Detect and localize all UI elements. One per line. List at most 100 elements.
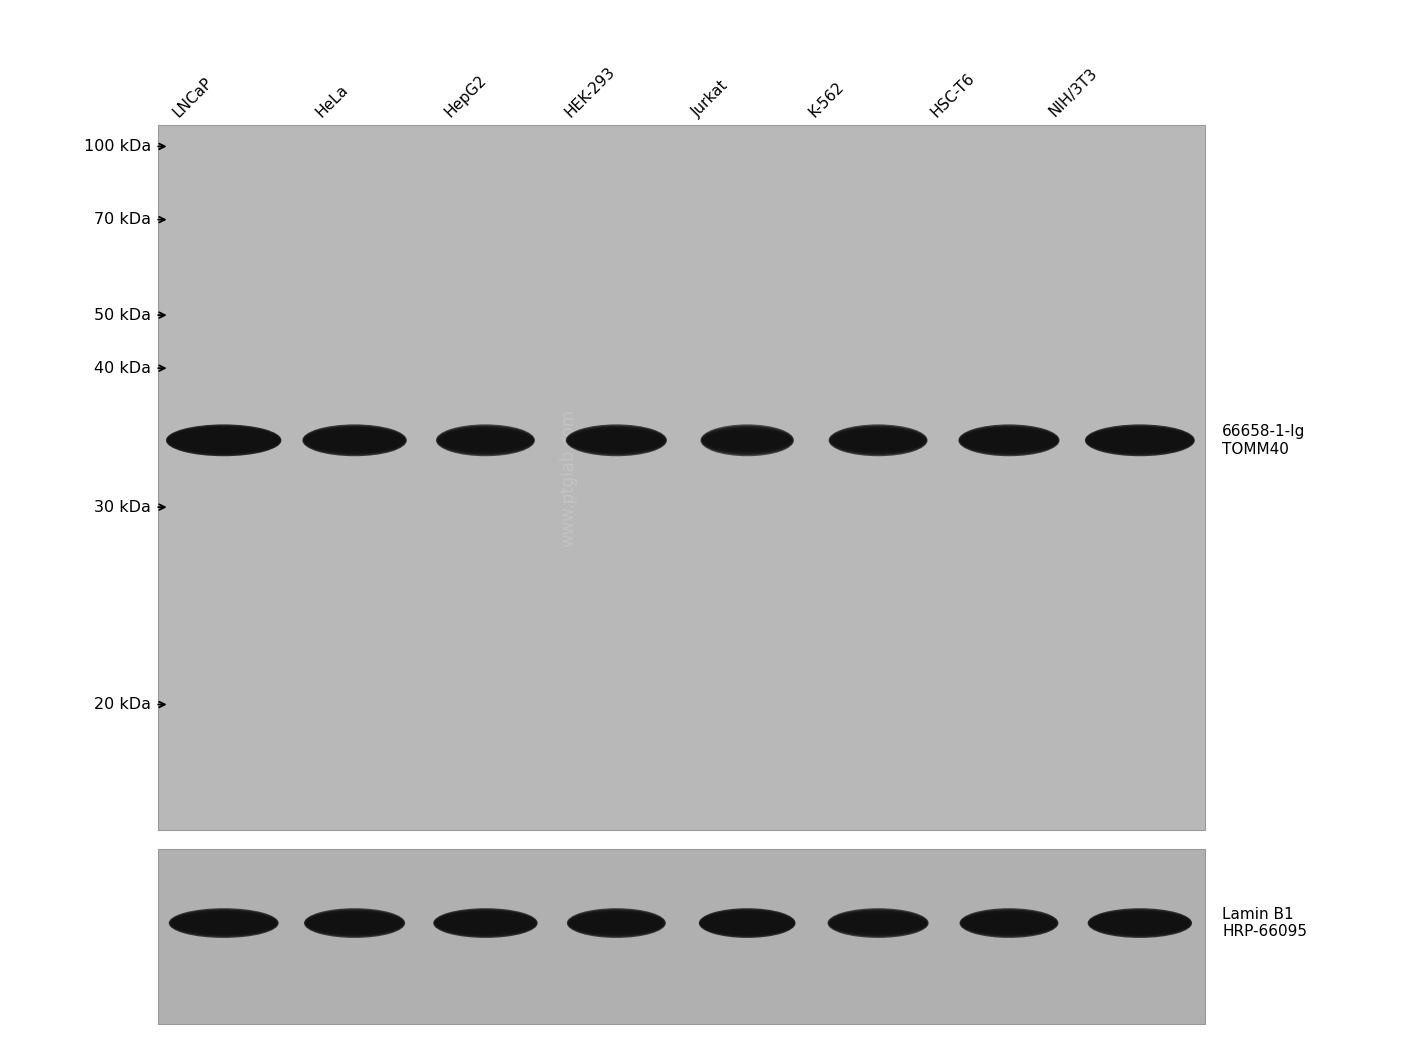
Ellipse shape — [704, 918, 791, 928]
Ellipse shape — [307, 914, 403, 933]
Ellipse shape — [701, 425, 793, 455]
Ellipse shape — [568, 910, 664, 936]
Ellipse shape — [701, 914, 793, 933]
Ellipse shape — [441, 435, 530, 446]
Ellipse shape — [171, 914, 276, 933]
Ellipse shape — [962, 434, 1056, 447]
Ellipse shape — [170, 909, 278, 937]
Ellipse shape — [305, 909, 404, 937]
Ellipse shape — [829, 914, 926, 933]
Ellipse shape — [965, 439, 1053, 441]
Ellipse shape — [171, 433, 277, 449]
Ellipse shape — [302, 424, 407, 456]
Text: NIH/3T3: NIH/3T3 — [1046, 66, 1101, 120]
Ellipse shape — [437, 424, 536, 456]
Ellipse shape — [437, 916, 534, 930]
Ellipse shape — [964, 435, 1054, 446]
Ellipse shape — [439, 431, 531, 450]
Ellipse shape — [961, 430, 1057, 451]
Ellipse shape — [309, 918, 400, 928]
Ellipse shape — [706, 439, 787, 441]
Text: 100 kDa: 100 kDa — [83, 139, 151, 154]
Ellipse shape — [702, 916, 791, 930]
Ellipse shape — [309, 919, 400, 927]
Ellipse shape — [965, 921, 1053, 925]
Text: 40 kDa: 40 kDa — [95, 361, 151, 376]
Ellipse shape — [572, 438, 661, 443]
Ellipse shape — [568, 909, 666, 937]
Ellipse shape — [568, 911, 664, 935]
Text: 20 kDa: 20 kDa — [95, 697, 151, 712]
Ellipse shape — [829, 425, 927, 455]
Ellipse shape — [569, 915, 663, 932]
Text: HepG2: HepG2 — [441, 72, 489, 120]
Ellipse shape — [961, 911, 1057, 935]
Ellipse shape — [441, 922, 530, 924]
Ellipse shape — [305, 910, 404, 936]
Ellipse shape — [572, 919, 660, 927]
Ellipse shape — [302, 425, 406, 455]
Ellipse shape — [171, 911, 277, 935]
Ellipse shape — [170, 431, 278, 450]
Ellipse shape — [962, 433, 1056, 449]
Ellipse shape — [442, 438, 528, 443]
Ellipse shape — [177, 922, 271, 924]
Ellipse shape — [834, 436, 923, 445]
Ellipse shape — [574, 921, 660, 925]
Ellipse shape — [172, 436, 276, 445]
Ellipse shape — [574, 922, 658, 924]
Ellipse shape — [704, 433, 790, 449]
Ellipse shape — [702, 429, 793, 452]
Ellipse shape — [170, 910, 277, 936]
Ellipse shape — [835, 438, 921, 443]
Ellipse shape — [1089, 434, 1190, 447]
Text: 30 kDa: 30 kDa — [95, 500, 151, 515]
Ellipse shape — [309, 439, 400, 441]
Ellipse shape — [437, 915, 534, 932]
Ellipse shape — [439, 921, 531, 925]
Text: Lamin B1
HRP-66095: Lamin B1 HRP-66095 — [1222, 907, 1307, 939]
Ellipse shape — [305, 430, 404, 451]
Ellipse shape — [962, 915, 1056, 932]
Ellipse shape — [961, 910, 1057, 936]
Ellipse shape — [309, 438, 400, 443]
Ellipse shape — [172, 435, 276, 446]
Ellipse shape — [965, 919, 1053, 927]
Ellipse shape — [172, 915, 276, 932]
Ellipse shape — [965, 438, 1053, 443]
Ellipse shape — [1088, 431, 1191, 450]
Ellipse shape — [829, 911, 927, 935]
Text: HeLa: HeLa — [312, 82, 350, 120]
Ellipse shape — [699, 909, 796, 937]
Ellipse shape — [1094, 921, 1186, 925]
Ellipse shape — [568, 430, 664, 451]
Ellipse shape — [829, 910, 927, 936]
Ellipse shape — [569, 433, 663, 449]
Ellipse shape — [307, 915, 401, 932]
Text: K-562: K-562 — [805, 79, 846, 120]
Ellipse shape — [966, 922, 1051, 924]
Ellipse shape — [965, 918, 1054, 928]
Ellipse shape — [705, 435, 790, 446]
Ellipse shape — [1089, 433, 1191, 449]
Ellipse shape — [1088, 430, 1193, 451]
Text: 50 kDa: 50 kDa — [95, 308, 151, 323]
Ellipse shape — [437, 427, 534, 454]
Ellipse shape — [571, 436, 661, 445]
Ellipse shape — [835, 439, 921, 441]
Ellipse shape — [705, 922, 788, 924]
Ellipse shape — [702, 430, 791, 451]
Ellipse shape — [572, 918, 661, 928]
Ellipse shape — [832, 917, 924, 929]
Ellipse shape — [567, 425, 667, 455]
Ellipse shape — [959, 427, 1058, 454]
Ellipse shape — [705, 434, 790, 447]
Ellipse shape — [834, 919, 923, 927]
Ellipse shape — [704, 917, 791, 929]
Ellipse shape — [435, 911, 536, 935]
Ellipse shape — [1095, 922, 1186, 924]
Ellipse shape — [571, 435, 661, 446]
Ellipse shape — [706, 438, 788, 443]
Ellipse shape — [1094, 919, 1186, 927]
Bar — [158, 849, 1205, 1024]
